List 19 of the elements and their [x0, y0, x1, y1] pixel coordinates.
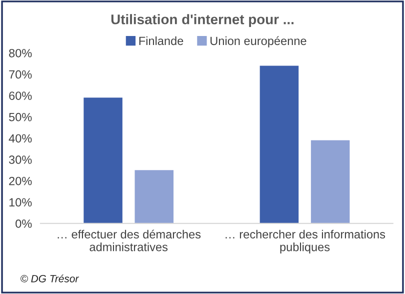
bar — [134, 170, 174, 224]
y-tick-label: 0% — [16, 219, 32, 228]
y-tick-label: 30% — [8, 156, 32, 164]
bar — [84, 98, 122, 224]
x-tick-label: … effectuer des démarches administratives — [58, 230, 201, 252]
x-tick-label: … rechercher des informations publiques — [226, 230, 386, 254]
y-tick-label: 10% — [9, 198, 32, 207]
y-tick-label: 70% — [9, 70, 32, 79]
y-tick-label: 40% — [8, 134, 32, 143]
legend-label: Finlande — [139, 36, 184, 46]
y-tick-label: 80% — [9, 48, 32, 58]
y-tick-label: 50% — [9, 112, 32, 122]
legend-label: Union européenne — [210, 36, 306, 48]
y-tick-label: 60% — [9, 92, 32, 100]
bar — [260, 66, 299, 224]
chart-title: Utilisation d'internet pour ... — [111, 14, 294, 28]
text: © DG Trésor — [20, 274, 80, 282]
bar — [310, 140, 350, 224]
y-tick-label: 20% — [9, 176, 32, 186]
